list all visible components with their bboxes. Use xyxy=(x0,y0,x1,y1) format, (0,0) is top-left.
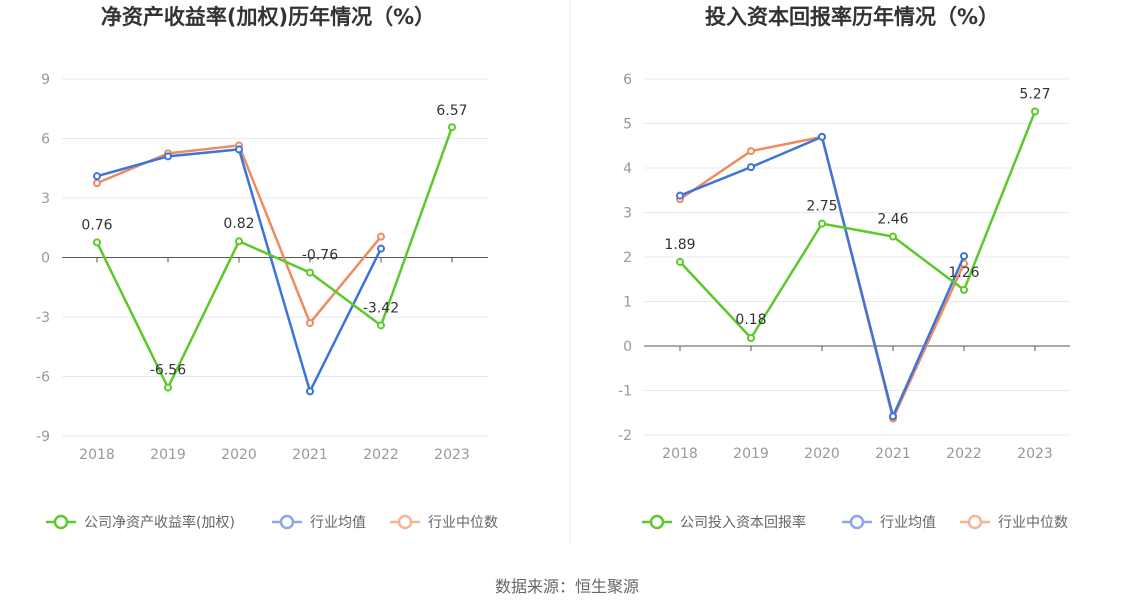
x-tick-label: 2019 xyxy=(733,446,769,462)
data-label: 0.18 xyxy=(735,312,766,328)
data-point-avg xyxy=(93,172,101,181)
data-label: 1.26 xyxy=(948,265,979,281)
data-label: -3.42 xyxy=(363,300,399,316)
data-point-median xyxy=(93,179,101,188)
data-point-company xyxy=(960,285,968,294)
data-point-company xyxy=(306,268,314,277)
data-point-company xyxy=(747,333,755,342)
y-tick-label: 5 xyxy=(623,117,632,133)
series-line-avg xyxy=(679,135,966,418)
data-label: -6.56 xyxy=(150,363,186,379)
data-label: 0.76 xyxy=(81,217,112,233)
data-point-company xyxy=(164,383,172,392)
y-tick-label: -1 xyxy=(618,384,632,400)
legend-item-median: 行业中位数 xyxy=(960,514,1068,531)
data-point-company xyxy=(93,238,101,247)
x-tick-label: 2018 xyxy=(662,446,698,462)
data-point-company xyxy=(1031,107,1039,116)
y-tick-label: 9 xyxy=(41,72,50,88)
x-tick-label: 2021 xyxy=(875,446,911,462)
x-tick-label: 2023 xyxy=(1017,446,1053,462)
data-point-avg xyxy=(747,163,755,172)
y-tick-label: 1 xyxy=(623,295,632,311)
series-line-avg xyxy=(96,148,383,393)
series-line-company xyxy=(679,111,1037,340)
data-label: 6.57 xyxy=(436,103,467,119)
data-point-median xyxy=(377,232,385,241)
data-point-median xyxy=(747,147,755,156)
x-tick-label: 2021 xyxy=(292,447,328,463)
legend-marker xyxy=(849,514,865,530)
chart-title: 净资产收益率(加权)历年情况（%） xyxy=(101,5,435,29)
data-point-avg xyxy=(818,132,826,141)
roe-chart: 净资产收益率(加权)历年情况（%） -9 -6 -3 0 3 6 9 2018 2019 2020 2… xyxy=(36,5,498,531)
data-point-avg xyxy=(306,387,314,396)
legend-marker xyxy=(967,514,983,530)
data-label: -0.76 xyxy=(302,248,338,264)
data-source: 数据来源：恒生聚源 xyxy=(495,577,639,596)
x-tick-label: 2019 xyxy=(150,447,186,463)
data-point-avg xyxy=(164,152,172,161)
y-tick-label: 4 xyxy=(623,161,632,177)
legend-item-company: 公司投入资本回报率 xyxy=(642,514,806,531)
y-tick-label: 0 xyxy=(623,339,632,355)
data-point-avg xyxy=(676,191,684,200)
data-label: 5.27 xyxy=(1019,86,1050,102)
series-line-median xyxy=(96,144,382,325)
legend-marker xyxy=(397,514,413,530)
data-point-avg xyxy=(377,244,385,253)
legend-marker xyxy=(649,514,665,530)
data-label: 2.46 xyxy=(877,212,908,228)
x-tick-label: 2020 xyxy=(221,447,257,463)
data-label: 2.75 xyxy=(806,199,837,215)
y-tick-label: 6 xyxy=(623,72,632,88)
data-point-avg xyxy=(235,145,243,154)
data-point-median xyxy=(306,318,314,327)
x-tick-label: 2023 xyxy=(434,447,470,463)
y-tick-label: -9 xyxy=(36,429,50,445)
data-point-company xyxy=(235,237,243,246)
legend-label: 行业均值 xyxy=(880,515,936,531)
data-point-company xyxy=(889,232,897,241)
y-tick-label: 3 xyxy=(41,191,50,207)
data-point-company xyxy=(448,123,456,132)
legend-item-company: 公司净资产收益率(加权) xyxy=(46,514,235,531)
data-point-company xyxy=(818,219,826,228)
legend-label: 公司投入资本回报率 xyxy=(680,514,806,531)
roic-chart: 投入资本回报率历年情况（%） -2 -1 0 1 2 3 4 5 6 2018 2019 2020 202… xyxy=(618,5,1070,531)
legend-item-avg: 行业均值 xyxy=(272,514,366,531)
data-label: 0.82 xyxy=(223,216,254,232)
legend-item-median: 行业中位数 xyxy=(390,514,498,531)
data-point-company xyxy=(676,257,684,266)
y-tick-label: -6 xyxy=(36,370,50,386)
x-tick-label: 2018 xyxy=(79,447,115,463)
x-tick-label: 2020 xyxy=(804,446,840,462)
legend-item-avg: 行业均值 xyxy=(842,514,936,531)
data-point-avg xyxy=(889,412,897,421)
series-line-company xyxy=(95,126,454,389)
legend-label: 行业中位数 xyxy=(428,515,498,531)
y-tick-label: -2 xyxy=(618,428,632,444)
legend-label: 行业中位数 xyxy=(998,515,1068,531)
x-tick-label: 2022 xyxy=(363,447,399,463)
y-tick-label: -3 xyxy=(36,310,50,326)
y-tick-label: 2 xyxy=(623,250,632,266)
legend-label: 公司净资产收益率(加权) xyxy=(84,514,235,531)
legend-label: 行业均值 xyxy=(310,515,366,531)
data-label: 1.89 xyxy=(664,237,695,253)
legend-marker xyxy=(53,514,69,530)
data-point-avg xyxy=(960,252,968,261)
y-tick-label: 6 xyxy=(41,132,50,148)
x-tick-label: 2022 xyxy=(946,446,982,462)
y-tick-label: 0 xyxy=(41,251,50,267)
chart-title: 投入资本回报率历年情况（%） xyxy=(705,5,999,29)
legend-marker xyxy=(279,514,295,530)
data-point-company xyxy=(377,321,385,330)
y-tick-label: 3 xyxy=(623,206,632,222)
